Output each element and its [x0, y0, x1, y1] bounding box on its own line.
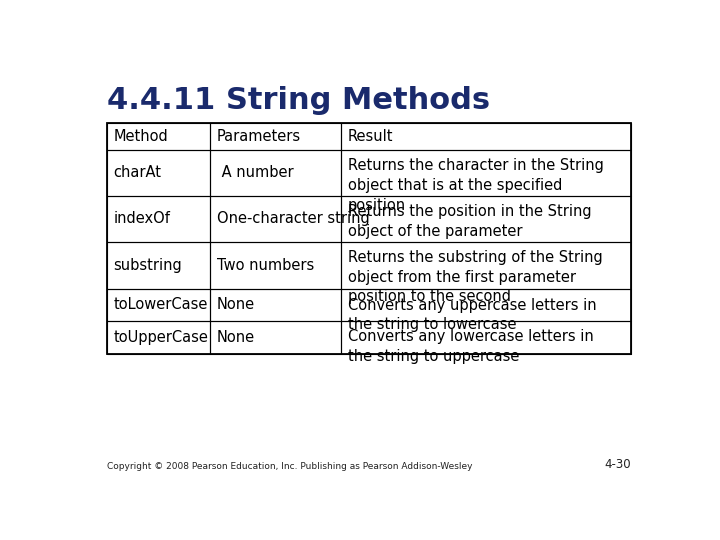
Text: Converts any lowercase letters in
the string to uppercase: Converts any lowercase letters in the st…: [348, 329, 593, 363]
Text: Copyright © 2008 Pearson Education, Inc. Publishing as Pearson Addison-Wesley: Copyright © 2008 Pearson Education, Inc.…: [107, 462, 472, 471]
Bar: [210, 150, 341, 196]
Bar: [341, 289, 631, 321]
Text: 4.4.11 String Methods: 4.4.11 String Methods: [107, 85, 490, 114]
Text: Converts any uppercase letters in
the string to lowercase: Converts any uppercase letters in the st…: [348, 298, 596, 333]
Text: toUpperCase: toUpperCase: [114, 329, 208, 345]
Bar: [210, 289, 341, 321]
Bar: [341, 241, 631, 289]
Bar: [341, 150, 631, 196]
Text: Parameters: Parameters: [217, 129, 301, 144]
Text: A number: A number: [217, 165, 293, 180]
Bar: [341, 321, 631, 354]
Bar: [107, 289, 210, 321]
Bar: [107, 196, 210, 241]
Bar: [210, 196, 341, 241]
Bar: [107, 123, 631, 354]
Text: Two numbers: Two numbers: [217, 258, 314, 273]
Text: Returns the substring of the String
object from the first parameter
position to : Returns the substring of the String obje…: [348, 250, 603, 305]
Text: None: None: [217, 298, 255, 313]
Text: substring: substring: [114, 258, 182, 273]
Text: One-character string: One-character string: [217, 211, 369, 226]
Bar: [107, 150, 210, 196]
Text: Returns the position in the String
object of the parameter: Returns the position in the String objec…: [348, 204, 591, 239]
Text: charAt: charAt: [114, 165, 161, 180]
Text: Result: Result: [348, 129, 393, 144]
Text: None: None: [217, 329, 255, 345]
Text: Returns the character in the String
object that is at the specified
position: Returns the character in the String obje…: [348, 158, 603, 213]
Bar: [341, 123, 631, 150]
Bar: [107, 123, 210, 150]
Text: indexOf: indexOf: [114, 211, 171, 226]
Text: 4-30: 4-30: [605, 458, 631, 471]
Text: toLowerCase: toLowerCase: [114, 298, 208, 313]
Bar: [107, 241, 210, 289]
Bar: [210, 241, 341, 289]
Bar: [210, 321, 341, 354]
Text: Method: Method: [114, 129, 168, 144]
Bar: [341, 196, 631, 241]
Bar: [210, 123, 341, 150]
Bar: [107, 321, 210, 354]
